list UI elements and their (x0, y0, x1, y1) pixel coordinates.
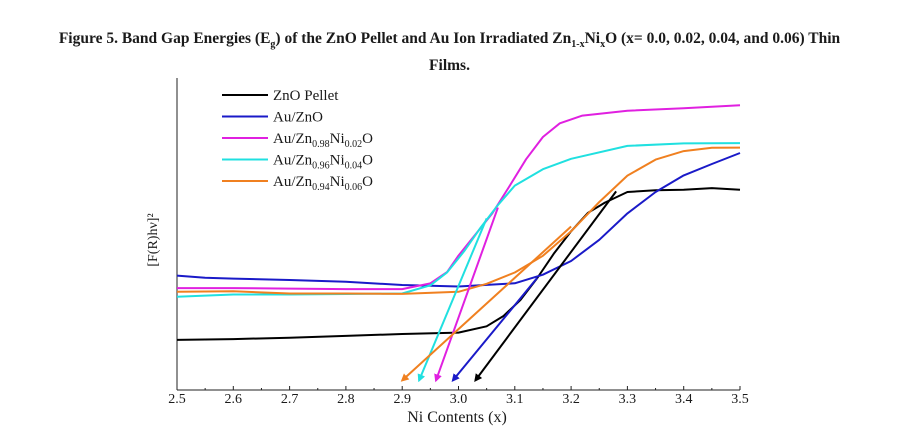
x-tick-label: 3.2 (562, 392, 580, 407)
series-line-4 (176, 146, 741, 295)
caption-sub-1x: 1-x (571, 39, 585, 51)
x-tick-label: 3.5 (731, 392, 749, 407)
x-tick-label: 2.9 (393, 392, 411, 407)
x-tick-label: 2.7 (281, 392, 299, 407)
figure-caption: Figure 5. Band Gap Energies (Eg) of the … (0, 28, 899, 76)
series-lines (176, 104, 741, 341)
series-line-2 (177, 104, 741, 291)
caption-prefix: Figure 5. Band Gap Energies (E (58, 30, 271, 47)
chart-legend: ZnO Pellet Au/ZnO Au/Zn0.98Ni0.02O Au/Zn0.9… (222, 88, 373, 193)
legend-label-1: Au/ZnO (273, 110, 323, 126)
x-tick-label: 3.4 (675, 392, 693, 407)
caption-mid: ) of the ZnO Pellet and Au Ion Irradiate… (275, 30, 572, 47)
legend-label-0: ZnO Pellet (273, 88, 339, 104)
tangent-arrow-4 (400, 225, 572, 382)
x-tick-label: 2.5 (168, 392, 186, 407)
tangent-arrow-1 (451, 277, 539, 382)
legend-label-4: Au/Zn0.94Ni0.06O (273, 174, 373, 193)
tangent-arrows (400, 190, 617, 383)
series-line-1 (176, 152, 741, 288)
x-tick-label: 2.8 (337, 392, 355, 407)
caption-suffix: O (x= 0.0, 0.02, 0.04, and 0.06) Thin (605, 30, 841, 47)
series-line-3 (176, 142, 741, 298)
x-tick-label: 3.1 (506, 392, 524, 407)
y-axis-label: [F(R)hν]² (146, 213, 161, 266)
x-axis-label: Ni Contents (x) (407, 409, 507, 426)
x-tick-label: 3.0 (450, 392, 468, 407)
tangent-arrow-0 (474, 190, 617, 383)
caption-sub-x: x (600, 39, 606, 51)
legend-label-2: Au/Zn0.98Ni0.02O (273, 131, 373, 150)
x-tick-label: 2.6 (225, 392, 243, 407)
caption-sub-g: g (270, 39, 276, 51)
legend-label-3: Au/Zn0.96Ni0.04O (273, 153, 373, 172)
caption-line-1: Figure 5. Band Gap Energies (Eg) of the … (0, 28, 899, 55)
caption-ni: Ni (584, 30, 601, 47)
chart-axes (176, 78, 740, 391)
x-tick-label: 3.3 (619, 392, 637, 407)
caption-line-2: Films. (429, 57, 470, 75)
tangent-arrow-2 (434, 207, 499, 383)
x-ticks: 2.5 2.6 2.7 2.8 2.9 3.0 3.1 3.2 3.3 3.4 3.5 (168, 386, 749, 407)
